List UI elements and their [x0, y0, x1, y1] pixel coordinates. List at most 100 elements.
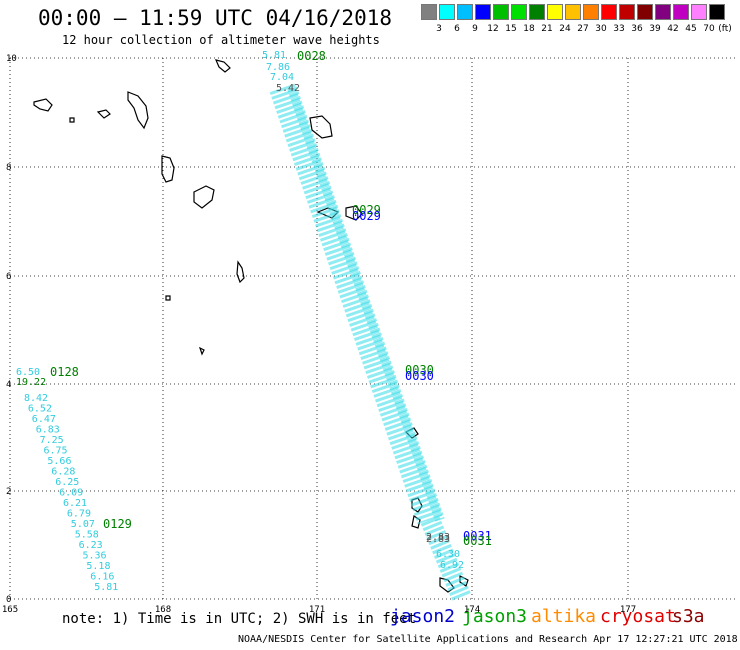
track-value: 6.30	[436, 549, 460, 560]
map-title: 00:00 – 11:59 UTC 04/16/2018	[38, 6, 393, 30]
legend-swatch	[457, 4, 473, 20]
legend-swatch	[583, 4, 599, 20]
track-value: 7.04	[270, 72, 294, 83]
legend-level: 27	[577, 24, 589, 34]
legend-level: 3	[436, 24, 442, 34]
track-value: 7.86	[266, 62, 290, 73]
legend-unit: (ft)	[718, 24, 732, 34]
x-tick-label: 171	[309, 605, 325, 615]
pass-time: 0030	[405, 369, 434, 383]
track-value: 5.36	[83, 551, 107, 562]
track-labels: 5.817.867.045.426.5019.228.426.526.476.8…	[16, 49, 492, 593]
island	[236, 260, 245, 284]
legend-swatch	[547, 4, 563, 20]
legend-swatch	[673, 4, 689, 20]
island	[165, 295, 171, 301]
legend-swatch	[439, 4, 455, 20]
track-value: 2.83	[426, 534, 450, 545]
track-value: 5.07	[71, 519, 95, 530]
satellite-jason3: jason3	[462, 606, 528, 627]
pass-time: 0031	[463, 529, 492, 543]
legend-swatch	[529, 4, 545, 20]
track-band	[269, 83, 443, 525]
legend-swatch	[619, 4, 635, 20]
y-tick-label: 2	[6, 487, 11, 497]
legend-swatch	[421, 4, 437, 20]
x-tick-label: 165	[2, 605, 18, 615]
satellite-altika: altika	[531, 606, 597, 627]
track-band	[420, 516, 472, 602]
track-value: 2.83	[426, 532, 450, 543]
track-value: 6.79	[67, 509, 91, 520]
legend-level: 24	[559, 24, 571, 34]
legend-swatch	[511, 4, 527, 20]
track-value: 5.81	[262, 50, 286, 61]
map-gridlines: 165 168 171 174 177 10 8 6 4 2 0	[2, 54, 735, 615]
legend-swatch	[691, 4, 707, 20]
legend-level: 18	[523, 24, 535, 34]
legend-swatch	[655, 4, 671, 20]
y-tick-label: 10	[6, 54, 17, 64]
satellite-s3a: s3a	[672, 606, 705, 627]
track-value: 19.22	[16, 377, 46, 388]
track-value: 6.16	[90, 572, 114, 583]
y-tick-label: 0	[6, 595, 11, 605]
legend-level: 36	[631, 24, 643, 34]
pass-time: 0029	[352, 209, 381, 223]
pass-time: 0029	[352, 203, 381, 217]
pass-time: 0031	[463, 534, 492, 548]
y-tick-label: 4	[6, 380, 11, 390]
island	[69, 117, 75, 123]
track-value: 8.42	[24, 393, 48, 404]
island	[33, 98, 53, 112]
track-value: 6.83	[36, 425, 60, 436]
legend-level: 39	[649, 24, 661, 34]
legend-swatch	[475, 4, 491, 20]
island	[198, 346, 205, 356]
satellite-jason2: jason2	[390, 606, 456, 627]
track-value: 5.18	[86, 561, 110, 572]
track-value: 6.23	[79, 540, 103, 551]
legend-level: 70	[703, 24, 715, 34]
legend-level: 9	[472, 24, 478, 34]
y-tick-label: 6	[6, 272, 11, 282]
legend-level: 21	[541, 24, 553, 34]
track-bands	[269, 83, 472, 602]
track-value: 6.28	[51, 467, 75, 478]
island	[214, 59, 231, 73]
track-band	[287, 86, 445, 522]
island	[127, 91, 149, 130]
legend-level: 33	[613, 24, 625, 34]
track-value: 6.21	[63, 498, 87, 509]
track-value: 6.50	[16, 367, 40, 378]
track-value: 7.25	[40, 435, 64, 446]
track-value: 6.92	[440, 560, 464, 571]
track-value: 6.52	[28, 404, 52, 415]
island	[193, 185, 215, 209]
legend-level: 45	[685, 24, 697, 34]
legend-level: 30	[595, 24, 607, 34]
x-tick-label: 174	[464, 605, 480, 615]
pass-time: 0028	[297, 49, 326, 63]
legend-level: 42	[667, 24, 679, 34]
footer-credit: NOAA/NESDIS Center for Satellite Applica…	[238, 634, 738, 645]
x-tick-label: 168	[155, 605, 171, 615]
pass-time: 0129	[103, 517, 132, 531]
x-tick-label: 177	[620, 605, 636, 615]
note-text: note: 1) Time is in UTC; 2) SWH is in fe…	[62, 611, 417, 627]
island	[161, 155, 175, 183]
track-value: 5.66	[47, 456, 71, 467]
island	[96, 109, 111, 119]
track-value: 6.09	[59, 488, 83, 499]
island	[345, 205, 363, 221]
track-value: 6.75	[44, 446, 68, 457]
track-value: 5.58	[75, 530, 99, 541]
legend-level: 12	[487, 24, 499, 34]
track-value: 6.47	[32, 414, 56, 425]
island-outlines	[33, 59, 469, 593]
pass-time: 0030	[405, 363, 434, 377]
track-value: 6.25	[55, 477, 79, 488]
track-value: 5.81	[94, 582, 118, 593]
island	[309, 115, 333, 139]
